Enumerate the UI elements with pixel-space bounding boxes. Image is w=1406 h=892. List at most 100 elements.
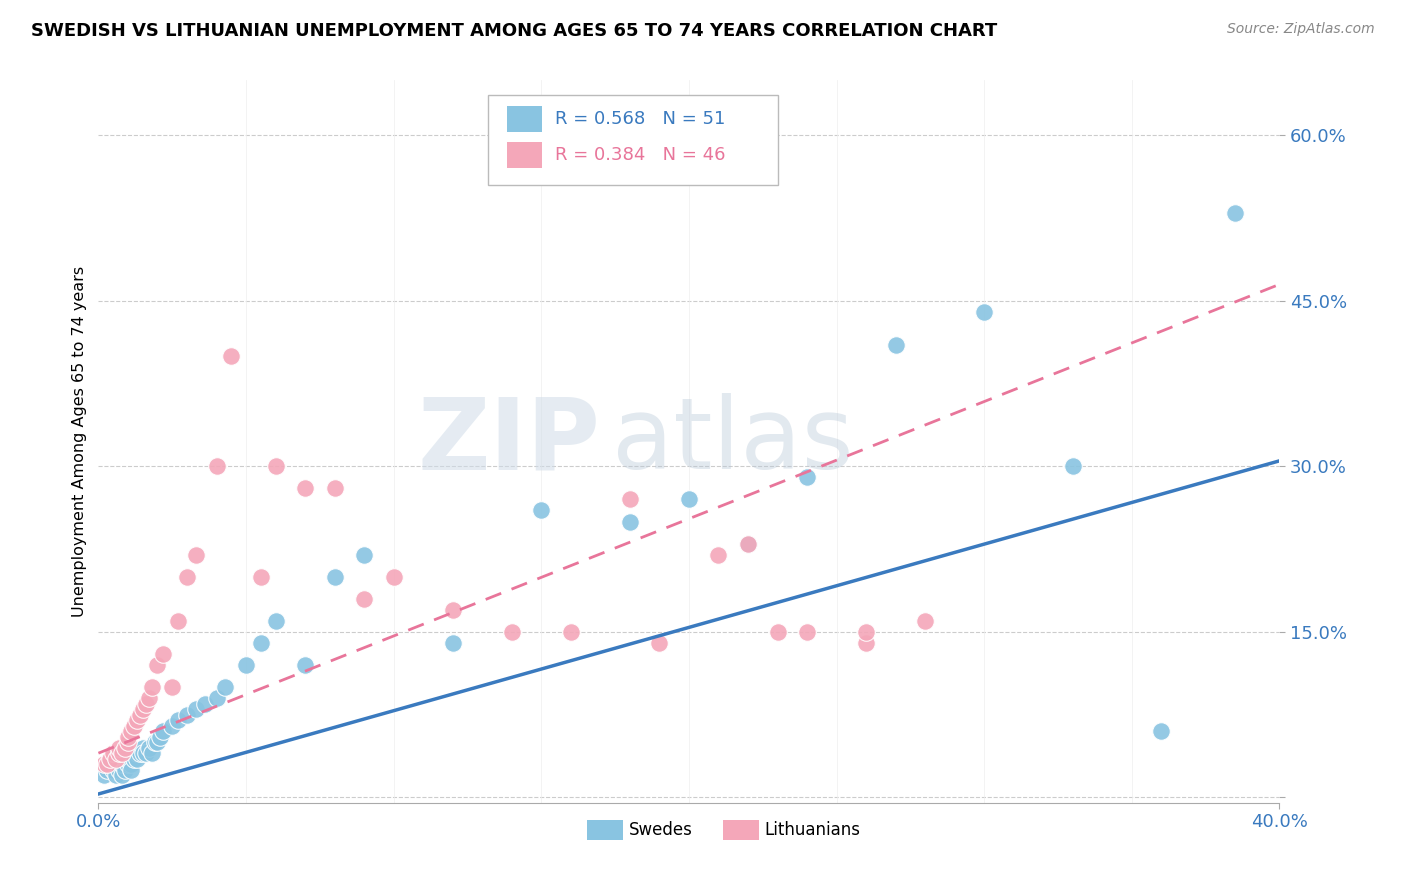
Point	[122, 752, 145, 766]
Point	[96, 757, 118, 772]
Point	[114, 740, 136, 755]
Point	[120, 763, 142, 777]
Point	[108, 763, 131, 777]
Point	[103, 763, 125, 777]
Point	[122, 718, 145, 732]
Text: Source: ZipAtlas.com: Source: ZipAtlas.com	[1227, 22, 1375, 37]
Point	[737, 536, 759, 550]
Point	[108, 757, 131, 772]
Point	[125, 713, 148, 727]
Point	[146, 735, 169, 749]
Point	[323, 482, 346, 496]
Text: Swedes: Swedes	[628, 821, 693, 838]
Point	[678, 161, 700, 176]
Point	[796, 624, 818, 639]
Point	[235, 657, 257, 672]
FancyBboxPatch shape	[723, 820, 759, 839]
Point	[796, 470, 818, 484]
FancyBboxPatch shape	[488, 95, 778, 185]
Point	[135, 746, 157, 760]
Point	[117, 730, 139, 744]
Point	[250, 569, 273, 583]
Point	[162, 718, 183, 732]
Point	[973, 305, 995, 319]
Point	[294, 657, 316, 672]
Point	[152, 647, 174, 661]
Point	[98, 757, 121, 772]
Point	[250, 636, 273, 650]
Point	[619, 492, 641, 507]
Point	[619, 515, 641, 529]
Point	[678, 492, 700, 507]
FancyBboxPatch shape	[508, 105, 543, 132]
Point	[184, 702, 207, 716]
Text: SWEDISH VS LITHUANIAN UNEMPLOYMENT AMONG AGES 65 TO 74 YEARS CORRELATION CHART: SWEDISH VS LITHUANIAN UNEMPLOYMENT AMONG…	[31, 22, 997, 40]
Point	[707, 548, 730, 562]
Point	[93, 757, 115, 772]
Point	[111, 746, 134, 760]
Point	[128, 707, 150, 722]
Point	[103, 746, 125, 760]
Text: R = 0.384   N = 46: R = 0.384 N = 46	[555, 145, 725, 164]
Point	[648, 636, 671, 650]
Point	[132, 746, 155, 760]
Point	[117, 752, 139, 766]
Point	[98, 752, 121, 766]
Point	[323, 569, 346, 583]
Point	[294, 482, 316, 496]
Point	[152, 724, 174, 739]
FancyBboxPatch shape	[508, 142, 543, 168]
Point	[766, 624, 789, 639]
Point	[855, 624, 877, 639]
Point	[125, 752, 148, 766]
Point	[108, 746, 131, 760]
Point	[120, 757, 142, 772]
Point	[1062, 459, 1084, 474]
Point	[560, 624, 582, 639]
Point	[855, 636, 877, 650]
Point	[114, 763, 136, 777]
Point	[108, 740, 131, 755]
Point	[382, 569, 405, 583]
Point	[205, 459, 228, 474]
Point	[138, 740, 160, 755]
Point	[884, 338, 907, 352]
Point	[264, 459, 287, 474]
Point	[143, 735, 166, 749]
Point	[264, 614, 287, 628]
Point	[1150, 724, 1173, 739]
Text: Lithuanians: Lithuanians	[765, 821, 860, 838]
Point	[132, 702, 155, 716]
Point	[120, 724, 142, 739]
Point	[441, 603, 464, 617]
Point	[135, 697, 157, 711]
Point	[737, 536, 759, 550]
Point	[105, 768, 128, 782]
Point	[162, 680, 183, 694]
Point	[141, 680, 163, 694]
Point	[1225, 205, 1247, 219]
Point	[93, 768, 115, 782]
Point	[194, 697, 217, 711]
Point	[353, 591, 375, 606]
FancyBboxPatch shape	[588, 820, 623, 839]
Point	[117, 735, 139, 749]
Point	[441, 636, 464, 650]
Point	[914, 614, 936, 628]
Text: ZIP: ZIP	[418, 393, 600, 490]
Point	[128, 746, 150, 760]
Point	[105, 752, 128, 766]
Point	[530, 503, 553, 517]
Point	[149, 730, 172, 744]
Point	[353, 548, 375, 562]
Point	[176, 707, 198, 722]
Text: atlas: atlas	[612, 393, 853, 490]
Point	[167, 614, 190, 628]
Point	[176, 569, 198, 583]
Point	[205, 691, 228, 706]
Point	[111, 768, 134, 782]
Point	[117, 757, 139, 772]
Point	[96, 763, 118, 777]
Point	[138, 691, 160, 706]
Text: R = 0.568   N = 51: R = 0.568 N = 51	[555, 110, 725, 128]
